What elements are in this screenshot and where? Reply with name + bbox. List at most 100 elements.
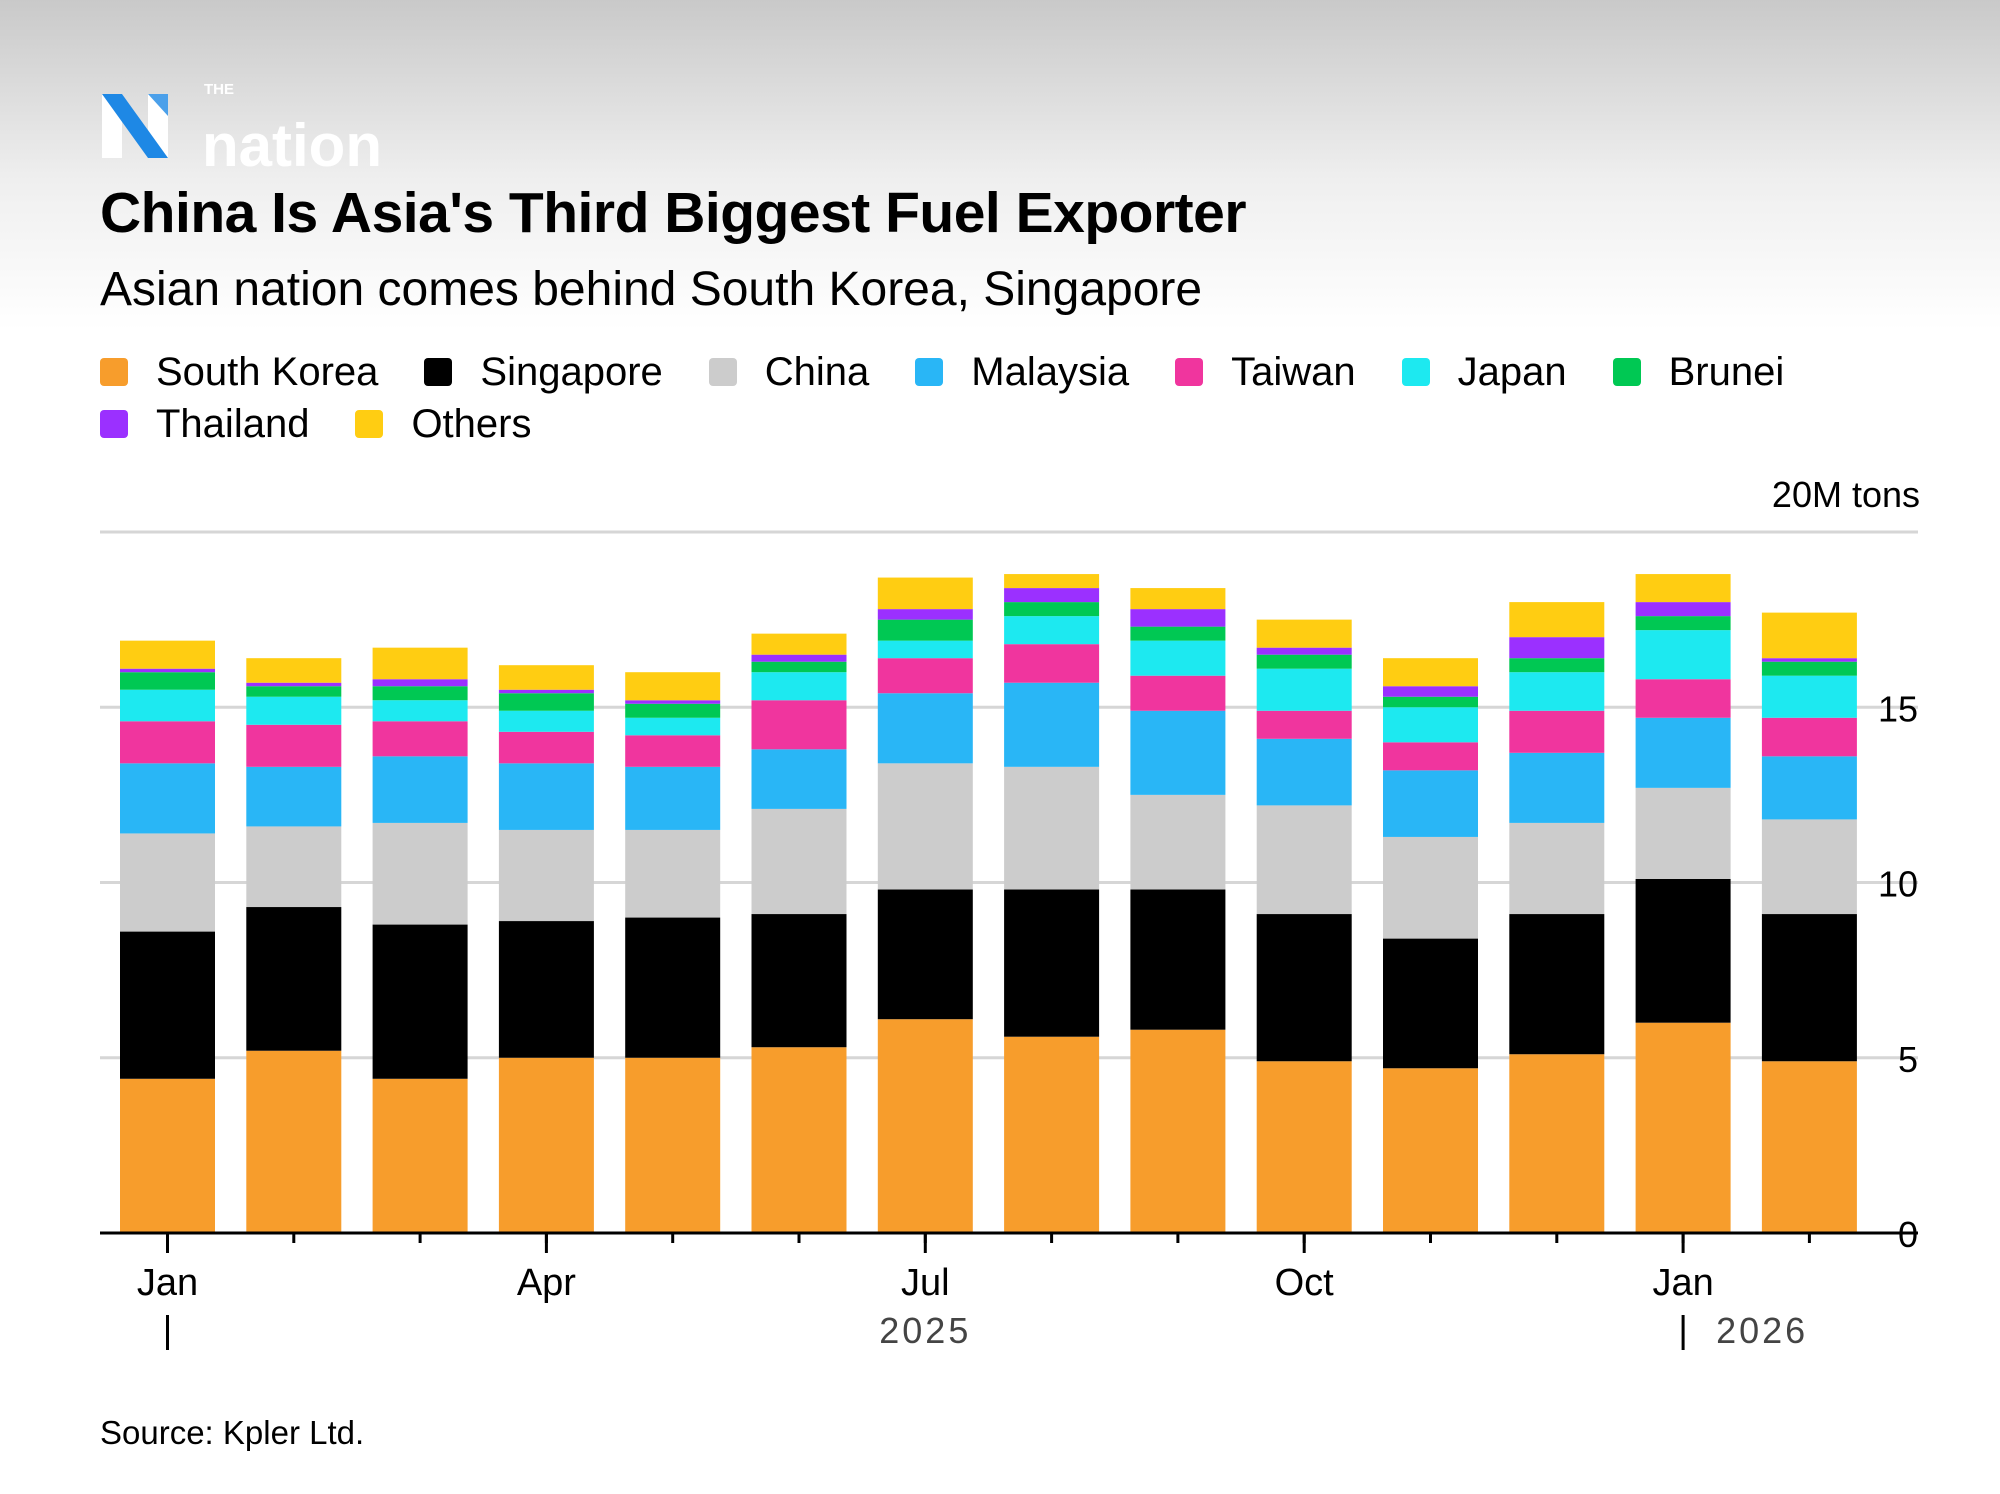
bar-segment-singapore (498, 921, 594, 1058)
bar-segment-brunei (1761, 661, 1857, 676)
bar-segment-brunei (498, 693, 594, 711)
bar-segment-south-korea (625, 1057, 721, 1233)
bar-segment-others (1256, 619, 1352, 648)
bar-segment-south-korea (1256, 1061, 1352, 1233)
bar-segment-others (120, 640, 215, 669)
bar-segment-taiwan (751, 700, 847, 750)
bar-segment-japan (120, 689, 215, 722)
legend-label: Brunei (1668, 349, 1785, 394)
bar-segment-china (1383, 836, 1478, 939)
legend-item-south-korea: South Korea (100, 350, 378, 395)
bar-segment-taiwan (1635, 679, 1731, 718)
bar-segment-malaysia (1383, 770, 1478, 837)
bar-segment-thailand (120, 668, 215, 673)
bar-segment-others (751, 633, 847, 655)
bar-segment-japan (1130, 640, 1226, 676)
bar-segment-taiwan (1761, 717, 1857, 757)
bar-segment-thailand (498, 689, 594, 694)
bar-segment-brunei (1635, 616, 1731, 631)
bar-segment-japan (1509, 672, 1605, 711)
bar-segment-others (1383, 658, 1478, 687)
legend-swatch (424, 358, 453, 386)
bar-segment-china (1635, 787, 1731, 879)
bar-segment-south-korea (1130, 1029, 1226, 1233)
bar-segment-japan (498, 710, 594, 732)
bar-segment-others (1130, 588, 1226, 610)
bar-segment-south-korea (372, 1078, 468, 1233)
bar-segment-thailand (1761, 658, 1857, 662)
legend-swatch (355, 410, 384, 438)
bar-segment-others (246, 658, 342, 683)
bar-segment-brunei (120, 672, 215, 690)
legend-swatch (1175, 358, 1204, 386)
chart-title: China Is Asia's Third Biggest Fuel Expor… (100, 181, 1247, 245)
y-tick-label: 15 (1878, 688, 1918, 729)
bar-segment-south-korea (751, 1047, 847, 1233)
bar-segment-singapore (1004, 889, 1100, 1037)
bar-segment-south-korea (246, 1050, 342, 1233)
bar-segment-japan (751, 672, 847, 701)
bar-segment-singapore (120, 931, 215, 1079)
legend-label: Singapore (480, 349, 663, 394)
chart-subtitle: Asian nation comes behind South Korea, S… (100, 263, 1203, 316)
legend-label: Malaysia (971, 349, 1130, 394)
bar-segment-brunei (625, 703, 721, 718)
source-note: Source: Kpler Ltd. (100, 1414, 365, 1451)
bar-segment-singapore (625, 917, 721, 1058)
bar-segment-china (372, 822, 468, 925)
legend-item-thailand: Thailand (100, 402, 309, 447)
bar-segment-china (498, 829, 594, 922)
bar-segment-thailand (1509, 637, 1605, 659)
bar-segment-brunei (1256, 654, 1352, 669)
bar-segment-malaysia (877, 693, 973, 764)
bar-segment-south-korea (877, 1019, 973, 1233)
legend: South Korea Singapore China Malaysia Taiwan J… (100, 346, 1900, 450)
bar-segment-brunei (372, 686, 468, 701)
bar-segment-brunei (1383, 696, 1478, 708)
bar-segment-malaysia (1635, 717, 1731, 788)
bar-segment-others (877, 577, 973, 610)
legend-label: Taiwan (1231, 349, 1356, 394)
bar-segment-others (372, 647, 468, 680)
bar-segment-china (751, 808, 847, 915)
bar-segment-japan (1256, 668, 1352, 711)
bar-segment-taiwan (120, 721, 215, 764)
bar-segment-taiwan (1383, 742, 1478, 771)
bar-segment-taiwan (1509, 710, 1605, 753)
bar-segment-singapore (1509, 914, 1605, 1055)
bar-segment-malaysia (1130, 710, 1226, 795)
y-axis-unit-label: 20M tons (1771, 474, 1920, 515)
legend-item-china: China (708, 349, 870, 395)
bar-segment-japan (1761, 675, 1857, 718)
bar-segment-brunei (1004, 602, 1100, 617)
bar-segment-japan (625, 717, 721, 736)
x-tick-label: Jul (901, 1262, 950, 1304)
the-nation-logo-graphic: THE nation (102, 81, 382, 179)
legend-swatch (1401, 358, 1430, 386)
bar-segment-others (1635, 574, 1731, 603)
bar-segment-taiwan (246, 724, 342, 767)
bar-segment-japan (1635, 630, 1731, 680)
bar-segment-malaysia (372, 756, 468, 823)
bar-segment-china (1256, 805, 1352, 915)
bar-segment-malaysia (498, 763, 594, 830)
bar-segment-malaysia (1256, 738, 1352, 806)
legend-item-others: Others (355, 402, 531, 447)
bar-segment-singapore (1130, 889, 1226, 1030)
bar-segment-brunei (1130, 626, 1226, 641)
bar-segment-china (625, 829, 721, 918)
year-label: 2026 (1716, 1310, 1808, 1351)
bar-segment-taiwan (1130, 675, 1226, 711)
legend-label: China (764, 349, 870, 394)
bar-segment-china (120, 833, 215, 932)
bar-segment-japan (372, 700, 468, 722)
svg-text:THE: THE (204, 81, 234, 98)
legend-item-singapore: Singapore (424, 349, 663, 395)
bar-segment-taiwan (1004, 644, 1100, 683)
bar-segment-south-korea (1635, 1022, 1731, 1233)
legend-label: Japan (1457, 349, 1567, 394)
bar-segment-malaysia (246, 766, 342, 827)
y-tick-label: 5 (1898, 1039, 1918, 1080)
bar-segment-thailand (1004, 588, 1100, 603)
legend-swatch (1612, 358, 1641, 386)
